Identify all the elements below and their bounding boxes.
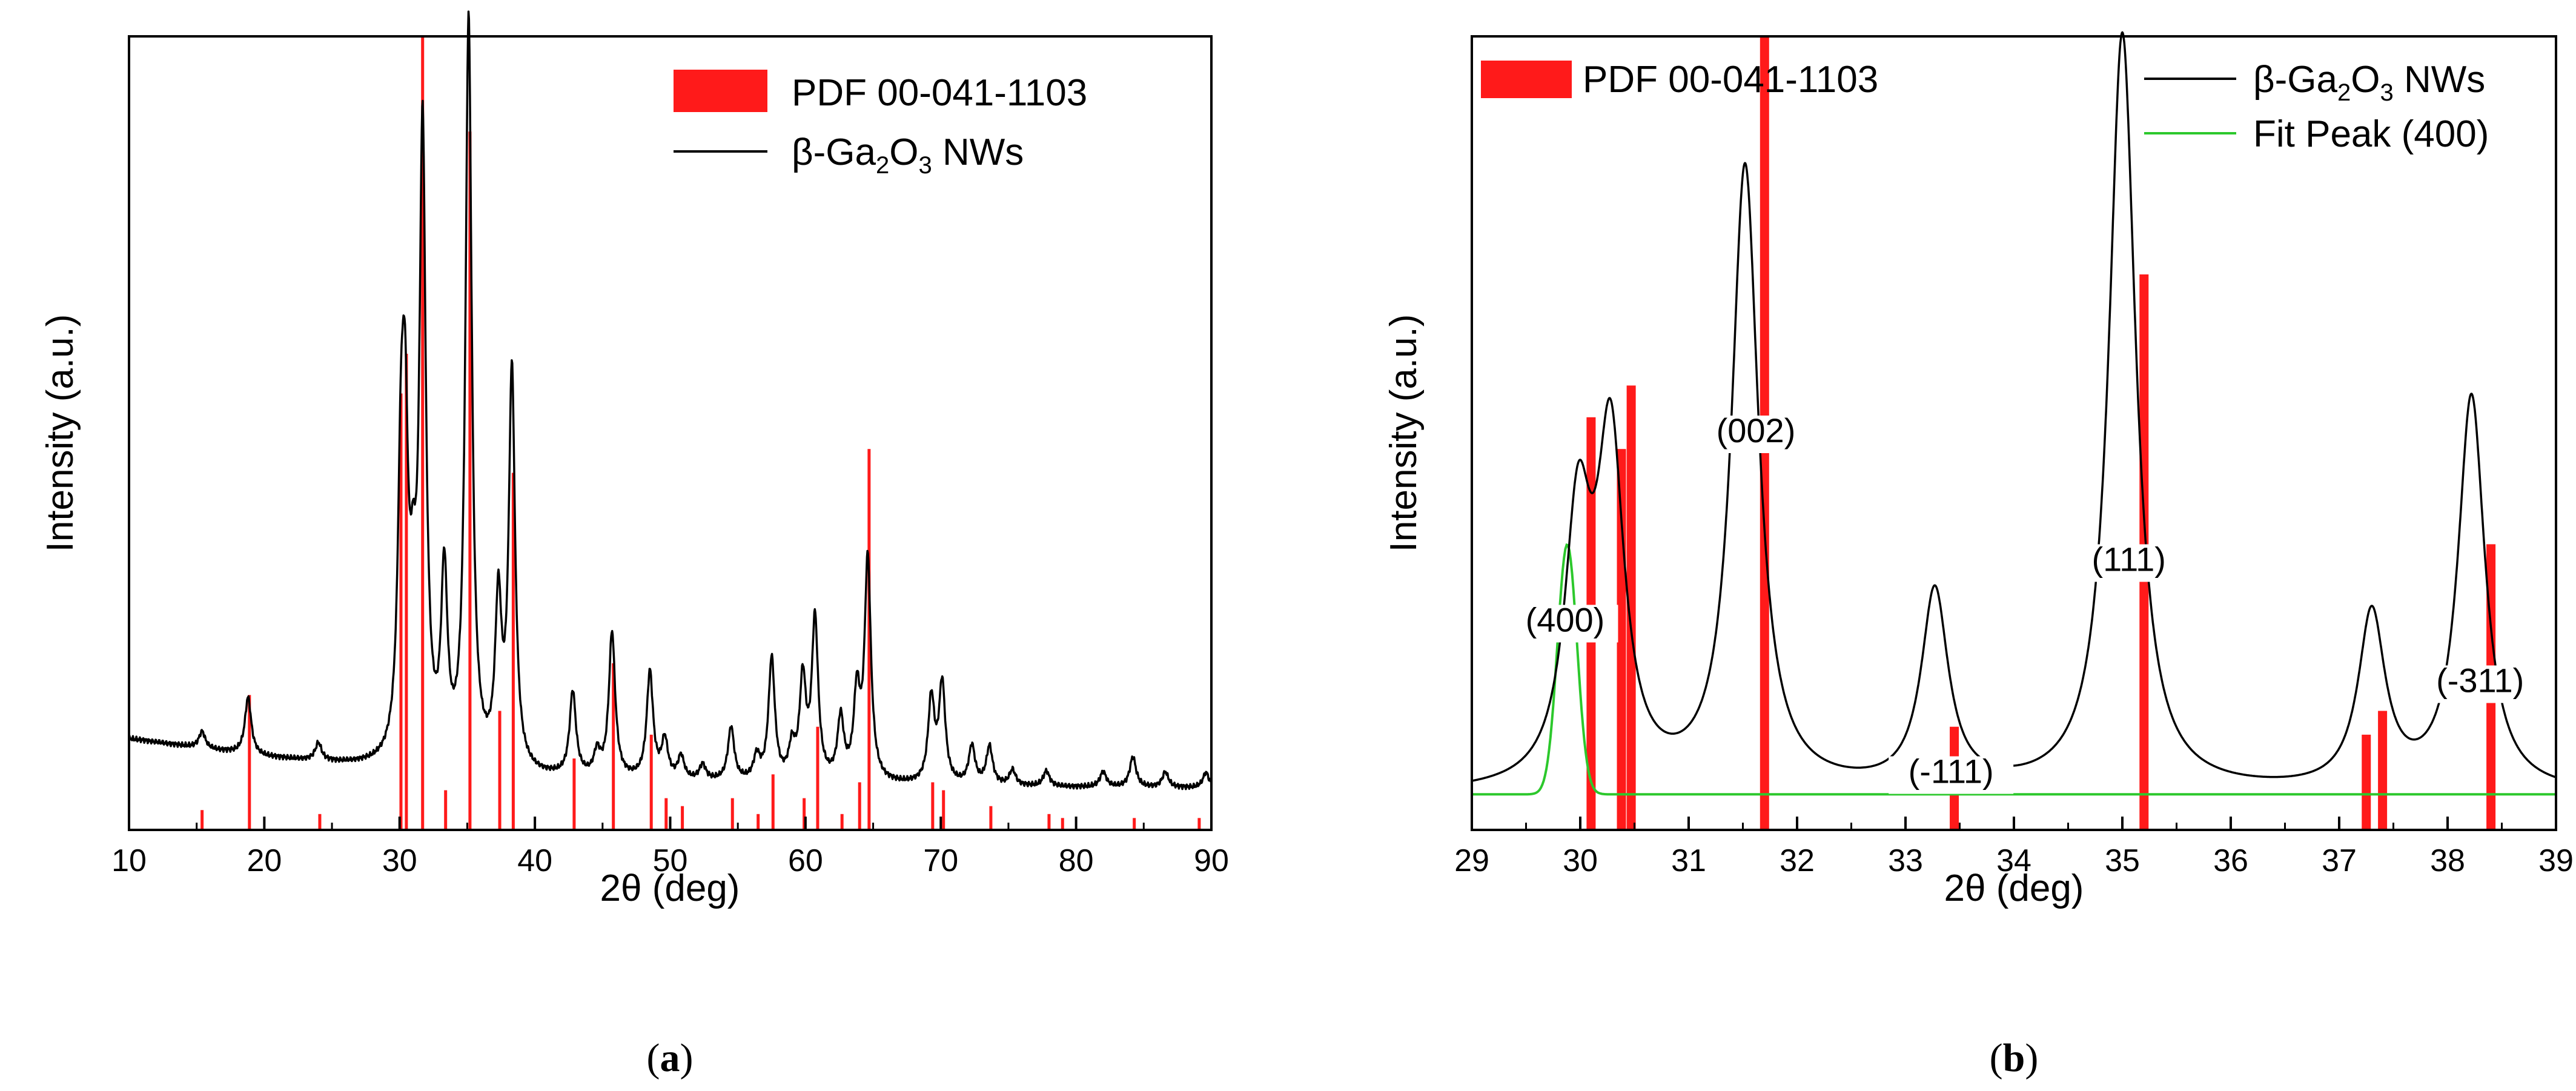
- reference-stick: [867, 449, 871, 830]
- x-tick-label: 34: [1996, 843, 2031, 878]
- reference-stick: [248, 695, 251, 830]
- reference-stick: [757, 814, 760, 830]
- reference-stick: [649, 734, 653, 830]
- x-tick-label: 20: [247, 843, 282, 878]
- peak-annotation-bg: [1512, 605, 1618, 643]
- reference-stick: [664, 798, 668, 830]
- reference-stick: [468, 131, 472, 831]
- legend-label-measured-b: β-Ga2O3 NWs: [2253, 59, 2485, 106]
- legend-a: PDF 00-041-1103 β-Ga2O3 NWs: [674, 70, 1087, 179]
- legend-label-measured-a: β-Ga2O3 NWs: [792, 131, 1024, 179]
- reference-stick: [931, 782, 935, 830]
- x-tick-label: 60: [788, 843, 823, 878]
- y-axis-label-a: Intensity (a.u.): [39, 314, 81, 552]
- panel-a: 10 20 30 40 50 60 70 80 90 2θ (deg) Intensity (a…: [39, 10, 1229, 1080]
- x-axis-label-b: 2θ (deg): [1944, 867, 2084, 909]
- reference-stick: [1061, 818, 1064, 830]
- reference-stick: [444, 790, 448, 830]
- reference-stick: [942, 790, 945, 830]
- panel-b: (400) (002) (-111) (111) (-311) 29 30 31 32 33 34…: [1383, 31, 2574, 1080]
- x-tick-label: 30: [1563, 843, 1598, 878]
- reference-stick: [572, 758, 576, 830]
- reference-stick: [858, 782, 861, 830]
- plot-frame-a: [128, 35, 1213, 831]
- fit-peak-400-curve: [1472, 543, 2556, 796]
- x-tick-label: 90: [1194, 843, 1229, 878]
- x-tick-label: 30: [382, 843, 417, 878]
- reference-sticks-a: [200, 36, 1201, 831]
- x-tick-label: 36: [2213, 843, 2248, 878]
- legend-label-reference-b: PDF 00-041-1103: [1583, 59, 1878, 101]
- x-tick-label: 29: [1454, 843, 1489, 878]
- x-tick-label: 35: [2105, 843, 2140, 878]
- y-axis-label-b: Intensity (a.u.): [1383, 314, 1425, 552]
- peak-annotation-bg: [1889, 756, 2014, 794]
- reference-stick: [421, 36, 425, 830]
- reference-stick: [511, 473, 515, 830]
- peak-annotation: (111): [2092, 540, 2166, 579]
- peak-annotation: (002): [1717, 411, 1796, 449]
- x-axis-label-a: 2θ (deg): [600, 867, 740, 909]
- reference-stick: [2378, 711, 2388, 830]
- x-tick-label: 80: [1059, 843, 1094, 878]
- reference-stick: [399, 393, 403, 830]
- legend-label-fit-b: Fit Peak (400): [2253, 113, 2489, 155]
- reference-stick: [989, 806, 993, 830]
- legend-swatch-reference-b: [1481, 61, 1572, 98]
- reference-stick: [405, 354, 408, 830]
- reference-stick: [200, 810, 204, 830]
- x-tick-label: 37: [2322, 843, 2357, 878]
- reference-stick: [803, 798, 806, 830]
- x-tick-label: 50: [653, 843, 688, 878]
- reference-stick: [2362, 734, 2371, 830]
- x-tick-label: 32: [1780, 843, 1815, 878]
- x-tick-label: 40: [517, 843, 552, 878]
- x-tick-label: 33: [1888, 843, 1923, 878]
- measured-xrd-curve-b: [1471, 31, 2557, 782]
- peak-annotation-bg: [2076, 544, 2182, 582]
- peak-annotation-bg: [2417, 665, 2543, 703]
- reference-stick: [730, 798, 734, 830]
- x-tick-label: 70: [923, 843, 958, 878]
- peak-annotation: (-311): [2436, 662, 2524, 700]
- reference-stick: [612, 663, 615, 830]
- reference-stick: [1197, 818, 1201, 830]
- reference-stick: [816, 726, 819, 830]
- peak-annotations-b: (400) (002) (-111) (111) (-311): [1512, 411, 2543, 794]
- x-tick-label: 31: [1671, 843, 1706, 878]
- reference-stick: [1047, 814, 1051, 830]
- x-axis-ticks-b: 29 30 31 32 33 34 35 36 37 38 39: [1454, 817, 2574, 878]
- x-tick-label: 38: [2430, 843, 2465, 878]
- reference-stick: [840, 814, 844, 830]
- reference-stick: [498, 711, 502, 830]
- peak-annotation-bg: [1703, 416, 1809, 453]
- legend-label-reference-a: PDF 00-041-1103: [792, 72, 1087, 114]
- reference-stick: [681, 806, 684, 830]
- reference-stick: [771, 774, 775, 830]
- x-axis-ticks-a: 10 20 30 40 50 60 70 80 90: [111, 817, 1229, 878]
- reference-stick: [318, 814, 322, 830]
- x-tick-label: 39: [2538, 843, 2574, 878]
- peak-annotation: (-111): [1909, 752, 1994, 791]
- panel-label-b: (b): [1990, 1036, 2039, 1080]
- legend-swatch-reference-a: [674, 70, 767, 112]
- peak-annotation: (400): [1526, 601, 1605, 639]
- legend-b: PDF 00-041-1103 β-Ga2O3 NWs Fit Peak (40…: [1481, 59, 2489, 155]
- panel-label-a: (a): [647, 1036, 694, 1080]
- reference-stick: [1133, 818, 1136, 830]
- measured-xrd-curve-a: [128, 10, 1213, 791]
- x-tick-label: 10: [111, 843, 147, 878]
- reference-stick: [1626, 385, 1636, 830]
